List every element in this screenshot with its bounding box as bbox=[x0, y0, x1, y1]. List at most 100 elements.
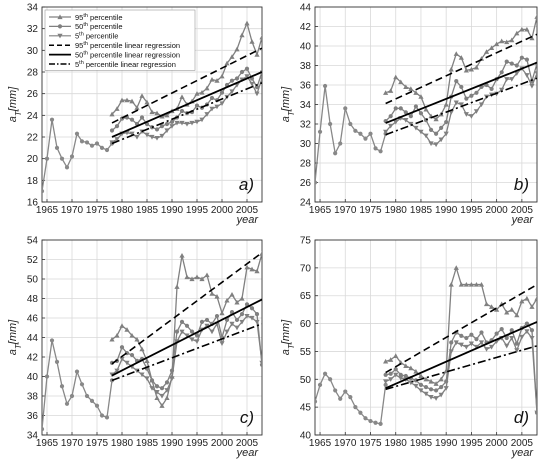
x-tick-label: 1995 bbox=[460, 205, 483, 216]
series-95th-point bbox=[119, 323, 125, 328]
y-tick-label: 70 bbox=[300, 263, 312, 274]
series-50th-point bbox=[219, 90, 225, 95]
x-tick-label: 2000 bbox=[211, 205, 234, 216]
x-tick-label: 2000 bbox=[486, 205, 509, 216]
series-50th-point bbox=[154, 127, 160, 132]
x-tick-label: 2005 bbox=[236, 438, 259, 449]
series-history-point bbox=[49, 338, 55, 343]
y-tick-label: 38 bbox=[27, 392, 39, 403]
series-history-point bbox=[54, 359, 60, 364]
plot-content bbox=[42, 251, 262, 432]
series-95th-point bbox=[164, 112, 170, 118]
series-5th-point bbox=[154, 136, 160, 141]
series-50th-point bbox=[239, 69, 245, 75]
series-95th-point bbox=[433, 116, 439, 122]
series-50th-point bbox=[189, 329, 195, 334]
series-95th-point bbox=[249, 266, 255, 272]
series-95th-point bbox=[209, 291, 215, 296]
series-5th-point bbox=[259, 360, 262, 366]
series-history-point bbox=[328, 121, 333, 127]
series-50th-point bbox=[403, 373, 408, 379]
series-5th-point bbox=[499, 87, 505, 93]
series-50th-point bbox=[428, 387, 434, 392]
legend-entry-marker bbox=[57, 14, 63, 20]
y-tick-label: 65 bbox=[300, 291, 312, 302]
chart-panel-3: 1965 1970 1975 1980 1985 1990 1995 2000 2005 40 45… bbox=[280, 236, 538, 459]
series-50th-point bbox=[169, 119, 175, 124]
series-5th-point bbox=[164, 128, 170, 134]
y-tick-label: 24 bbox=[27, 111, 39, 122]
series-5th-point bbox=[463, 344, 469, 350]
series-5th-point bbox=[184, 121, 190, 127]
y-tick-label: 26 bbox=[27, 89, 39, 100]
axes-frame bbox=[314, 239, 538, 436]
series-history-point bbox=[338, 141, 343, 146]
x-axis-label: year bbox=[511, 214, 535, 226]
y-tick-label: 34 bbox=[300, 100, 312, 111]
series-history-point bbox=[328, 377, 333, 382]
series-5th-point bbox=[468, 341, 475, 347]
series-95th-point bbox=[109, 336, 115, 342]
series-95th-point bbox=[144, 99, 150, 105]
series-5th-point bbox=[473, 109, 480, 114]
series-5th-point bbox=[254, 319, 260, 325]
series-history-point bbox=[348, 395, 353, 400]
series-history-point bbox=[353, 405, 358, 410]
series-50th-point bbox=[449, 340, 454, 345]
series-95th-point bbox=[144, 358, 150, 363]
series-50th-point bbox=[479, 330, 484, 335]
series-50th-point bbox=[119, 345, 125, 350]
series-95th-point bbox=[483, 49, 490, 54]
series-95th-point bbox=[124, 327, 130, 332]
series-5th-point bbox=[184, 333, 190, 339]
series-5th-point bbox=[234, 325, 240, 331]
series-5th-point bbox=[514, 71, 520, 76]
series-5th-point bbox=[529, 335, 535, 341]
series-95th-point bbox=[199, 89, 205, 95]
series-50th-point bbox=[184, 323, 190, 328]
series-5th-point bbox=[418, 129, 424, 135]
plot-content bbox=[42, 20, 262, 194]
series-history-point bbox=[99, 413, 105, 418]
series-50th-point bbox=[474, 337, 479, 342]
x-tick-label: 1990 bbox=[161, 438, 184, 449]
y-tick-label: 50 bbox=[27, 275, 39, 286]
series-95th-point bbox=[224, 60, 230, 66]
series-95th-point bbox=[388, 357, 394, 362]
series-history-point bbox=[363, 136, 368, 141]
series-50th-point bbox=[423, 384, 429, 390]
series-5th-point bbox=[189, 120, 195, 126]
series-50th-point bbox=[199, 319, 205, 324]
series-95th-point bbox=[514, 312, 520, 318]
series-5th-point bbox=[249, 315, 255, 321]
series-5th-point bbox=[249, 81, 255, 87]
series-95th-point bbox=[219, 310, 225, 316]
y-tick-label: 44 bbox=[300, 3, 312, 14]
series-50th-point bbox=[524, 321, 530, 326]
legend-entry-marker bbox=[57, 24, 63, 29]
series-50th-point bbox=[398, 372, 403, 377]
series-95th-point bbox=[244, 264, 250, 270]
series-50th-point bbox=[444, 119, 449, 125]
series-50th-point bbox=[413, 104, 419, 109]
x-tick-label: 1965 bbox=[36, 438, 59, 449]
series-history-point bbox=[94, 403, 100, 408]
x-tick-label: 1985 bbox=[410, 205, 433, 216]
y-tick-label: 28 bbox=[300, 159, 312, 170]
y-tick-label: 30 bbox=[300, 139, 312, 150]
series-95th-point bbox=[214, 293, 220, 299]
series-5th-point bbox=[428, 395, 434, 400]
series-5th-point bbox=[448, 349, 454, 355]
series-50th-point bbox=[413, 378, 419, 383]
series-50th-point bbox=[504, 59, 509, 64]
series-95th-point bbox=[458, 55, 464, 60]
series-50th-point bbox=[418, 111, 424, 116]
panel-label: a) bbox=[239, 175, 254, 194]
series-50th-point bbox=[194, 103, 200, 108]
series-5th-point bbox=[519, 334, 525, 340]
x-tick-label: 1985 bbox=[136, 438, 159, 449]
series-95th-point bbox=[393, 353, 399, 358]
series-5th-point bbox=[154, 390, 160, 395]
series-history-point bbox=[104, 415, 110, 420]
y-tick-label: 36 bbox=[300, 81, 312, 92]
